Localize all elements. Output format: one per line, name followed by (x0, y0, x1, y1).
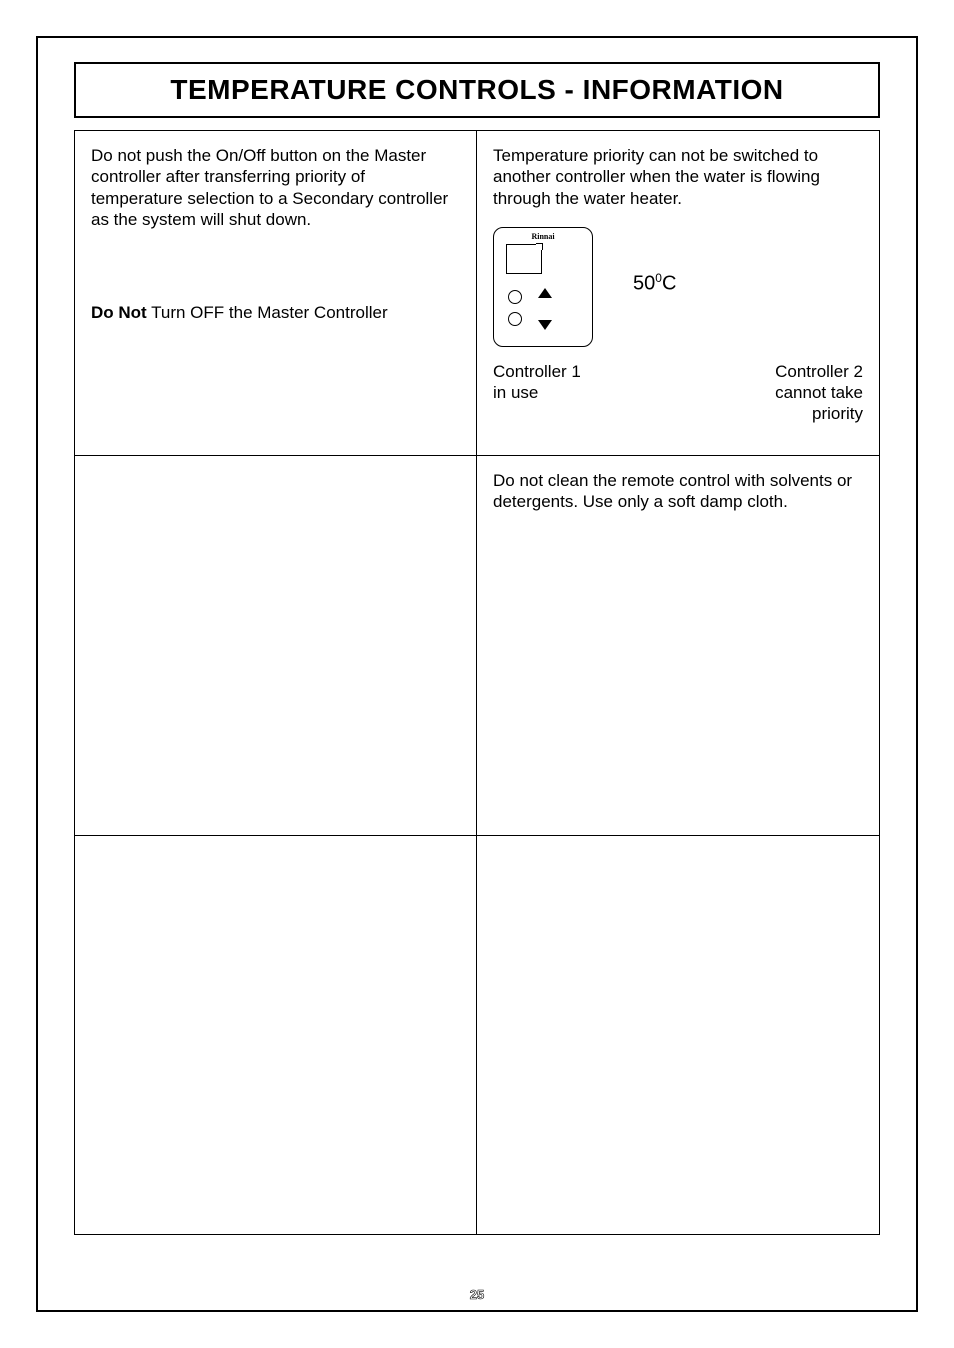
row-2: Do not clean the remote control with sol… (75, 456, 879, 836)
controller-arrows (534, 288, 556, 330)
controller-button-icon (508, 312, 522, 326)
controller-button-icon (508, 290, 522, 304)
temp-unit: C (662, 272, 676, 294)
paragraph: Temperature priority can not be switched… (493, 145, 863, 209)
caption-line: cannot take (775, 382, 863, 403)
temperature-label: 500C (633, 271, 676, 297)
controller-screen (506, 244, 542, 274)
donot-bold: Do Not (91, 303, 147, 322)
controller-row: Rinnai 500C (493, 227, 863, 347)
temp-sup: 0 (655, 271, 662, 285)
row-1: Do not push the On/Off button on the Mas… (75, 131, 879, 456)
cell-3-right (477, 836, 879, 1234)
controller-brand: Rinnai (494, 232, 592, 242)
caption-left: Controller 1 in use (493, 361, 581, 425)
content-grid: Do not push the On/Off button on the Mas… (74, 130, 880, 1235)
controller-diagram: Rinnai (493, 227, 593, 347)
arrow-down-icon (538, 320, 552, 330)
donot-line: Do Not Turn OFF the Master Controller (91, 302, 460, 323)
caption-line: priority (775, 403, 863, 424)
page-title: TEMPERATURE CONTROLS - INFORMATION (84, 74, 870, 106)
donot-rest: Turn OFF the Master Controller (147, 303, 388, 322)
temp-value: 50 (633, 272, 655, 294)
paragraph: Do not clean the remote control with sol… (493, 470, 863, 513)
controller-captions: Controller 1 in use Controller 2 cannot … (493, 361, 863, 425)
page-number: 25 (38, 1287, 916, 1302)
cell-2-left (75, 456, 477, 835)
row-3 (75, 836, 879, 1234)
arrow-up-icon (538, 288, 552, 298)
cell-3-left (75, 836, 477, 1234)
caption-line: in use (493, 382, 581, 403)
cell-2-right: Do not clean the remote control with sol… (477, 456, 879, 835)
caption-line: Controller 1 (493, 361, 581, 382)
caption-line: Controller 2 (775, 361, 863, 382)
title-box: TEMPERATURE CONTROLS - INFORMATION (74, 62, 880, 118)
cell-1-left: Do not push the On/Off button on the Mas… (75, 131, 477, 455)
cell-1-right: Temperature priority can not be switched… (477, 131, 879, 455)
paragraph: Do not push the On/Off button on the Mas… (91, 145, 460, 230)
page-frame: TEMPERATURE CONTROLS - INFORMATION Do no… (36, 36, 918, 1312)
caption-right: Controller 2 cannot take priority (775, 361, 863, 425)
controller-outline: Rinnai (493, 227, 593, 347)
